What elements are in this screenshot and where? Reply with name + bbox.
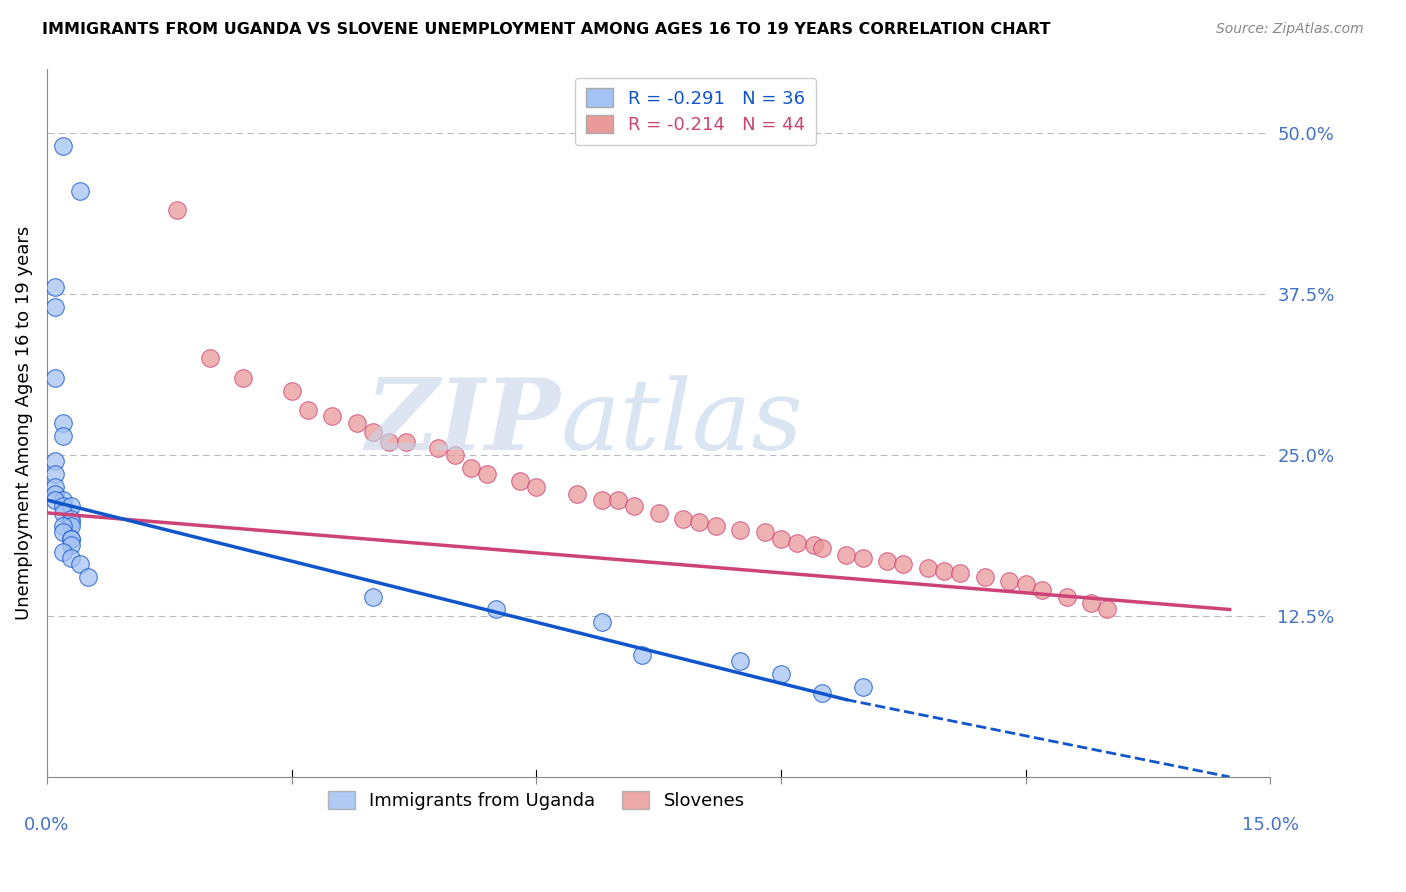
Point — [769, 666, 792, 681]
Point — [60, 532, 83, 546]
Point — [998, 574, 1021, 589]
Point — [754, 525, 776, 540]
Point — [1097, 602, 1119, 616]
Point — [852, 680, 875, 694]
Point — [52, 506, 75, 520]
Point — [509, 474, 531, 488]
Point — [565, 486, 588, 500]
Point — [728, 523, 751, 537]
Point — [1015, 576, 1038, 591]
Point — [704, 518, 727, 533]
Point — [60, 515, 83, 529]
Text: Source: ZipAtlas.com: Source: ZipAtlas.com — [1216, 22, 1364, 37]
Point — [1056, 590, 1078, 604]
Point — [44, 280, 66, 294]
Point — [524, 480, 547, 494]
Point — [52, 493, 75, 508]
Point — [917, 561, 939, 575]
Point — [232, 370, 254, 384]
Point — [44, 454, 66, 468]
Text: atlas: atlas — [561, 375, 804, 470]
Point — [44, 370, 66, 384]
Point — [52, 428, 75, 442]
Point — [591, 493, 613, 508]
Point — [672, 512, 695, 526]
Point — [591, 615, 613, 630]
Point — [297, 402, 319, 417]
Y-axis label: Unemployment Among Ages 16 to 19 years: Unemployment Among Ages 16 to 19 years — [15, 226, 32, 620]
Point — [60, 500, 83, 514]
Point — [76, 570, 98, 584]
Point — [974, 570, 997, 584]
Point — [810, 686, 832, 700]
Point — [60, 538, 83, 552]
Point — [52, 518, 75, 533]
Text: 15.0%: 15.0% — [1241, 815, 1299, 834]
Point — [44, 486, 66, 500]
Point — [52, 138, 75, 153]
Point — [60, 532, 83, 546]
Point — [52, 416, 75, 430]
Point — [198, 351, 221, 366]
Legend: Immigrants from Uganda, Slovenes: Immigrants from Uganda, Slovenes — [321, 784, 752, 817]
Point — [378, 435, 401, 450]
Point — [647, 506, 669, 520]
Point — [786, 535, 808, 549]
Point — [835, 549, 858, 563]
Point — [321, 409, 343, 424]
Point — [460, 460, 482, 475]
Point — [280, 384, 302, 398]
Point — [52, 500, 75, 514]
Point — [44, 467, 66, 482]
Point — [1080, 596, 1102, 610]
Point — [44, 480, 66, 494]
Point — [477, 467, 499, 482]
Point — [1031, 583, 1053, 598]
Point — [60, 551, 83, 566]
Point — [44, 493, 66, 508]
Point — [949, 566, 972, 581]
Point — [346, 416, 368, 430]
Point — [361, 425, 384, 439]
Point — [893, 558, 915, 572]
Point — [631, 648, 654, 662]
Point — [60, 518, 83, 533]
Point — [606, 493, 628, 508]
Text: 0.0%: 0.0% — [24, 815, 69, 834]
Point — [876, 553, 898, 567]
Point — [427, 442, 450, 456]
Text: IMMIGRANTS FROM UGANDA VS SLOVENE UNEMPLOYMENT AMONG AGES 16 TO 19 YEARS CORRELA: IMMIGRANTS FROM UGANDA VS SLOVENE UNEMPL… — [42, 22, 1050, 37]
Point — [69, 184, 91, 198]
Point — [52, 525, 75, 540]
Point — [769, 532, 792, 546]
Point — [361, 590, 384, 604]
Point — [688, 515, 710, 529]
Point — [443, 448, 465, 462]
Point — [728, 654, 751, 668]
Point — [934, 564, 956, 578]
Point — [484, 602, 506, 616]
Point — [44, 300, 66, 314]
Point — [52, 544, 75, 558]
Point — [852, 551, 875, 566]
Text: ZIP: ZIP — [366, 375, 561, 471]
Point — [60, 512, 83, 526]
Point — [395, 435, 418, 450]
Point — [69, 558, 91, 572]
Point — [810, 541, 832, 555]
Point — [623, 500, 645, 514]
Point — [803, 538, 825, 552]
Point — [166, 203, 188, 218]
